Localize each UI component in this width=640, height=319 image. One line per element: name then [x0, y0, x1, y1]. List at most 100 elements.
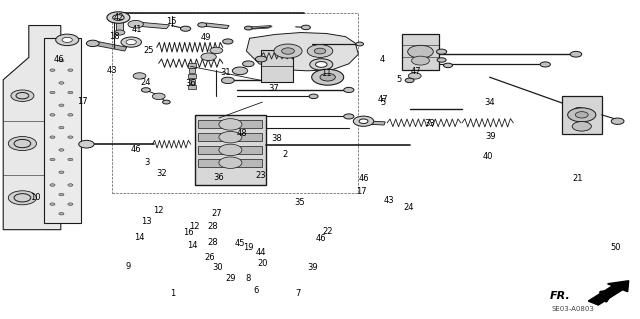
Text: 14: 14 [134, 233, 145, 242]
Circle shape [68, 69, 73, 71]
Circle shape [344, 87, 354, 93]
Bar [198, 133, 262, 141]
Text: 33: 33 [425, 119, 435, 128]
Text: 15: 15 [166, 17, 177, 26]
Circle shape [572, 122, 591, 131]
Text: 26: 26 [205, 253, 215, 262]
Text: 21: 21 [572, 174, 582, 183]
Circle shape [244, 26, 252, 30]
Circle shape [59, 59, 64, 62]
Circle shape [282, 48, 294, 54]
Circle shape [356, 42, 364, 46]
Text: 14: 14 [187, 241, 197, 250]
Bar [44, 38, 81, 223]
Circle shape [8, 137, 36, 151]
Text: 28: 28 [207, 238, 218, 247]
Circle shape [50, 158, 55, 161]
Circle shape [198, 23, 207, 27]
Text: 45: 45 [235, 239, 245, 248]
Polygon shape [95, 41, 127, 51]
Text: 24: 24 [403, 203, 413, 212]
Circle shape [50, 69, 55, 71]
Text: 43: 43 [384, 196, 394, 205]
Circle shape [68, 114, 73, 116]
Text: 32: 32 [156, 169, 166, 178]
Circle shape [8, 191, 36, 205]
Text: 47: 47 [411, 67, 421, 76]
Circle shape [107, 12, 130, 23]
Circle shape [408, 45, 433, 58]
Text: 46: 46 [358, 174, 369, 182]
Polygon shape [248, 26, 271, 29]
Circle shape [163, 100, 170, 104]
Circle shape [301, 25, 310, 30]
Bar [188, 85, 196, 89]
Circle shape [180, 26, 191, 31]
Circle shape [56, 34, 79, 46]
Circle shape [316, 62, 327, 67]
Text: 31: 31 [220, 68, 230, 77]
Text: 20: 20 [257, 259, 268, 268]
Text: 46: 46 [131, 145, 141, 154]
Circle shape [133, 73, 146, 79]
Circle shape [79, 140, 94, 148]
Text: 36: 36 [214, 173, 224, 182]
Circle shape [68, 91, 73, 94]
Text: 27: 27 [211, 209, 221, 218]
Text: 38: 38 [271, 134, 282, 143]
Text: 50: 50 [611, 243, 621, 252]
Text: 41: 41 [132, 25, 142, 34]
Text: 24: 24 [141, 78, 151, 87]
Text: 13: 13 [141, 217, 151, 226]
Text: 7: 7 [295, 289, 300, 298]
Text: 11: 11 [321, 69, 332, 78]
Polygon shape [246, 33, 358, 71]
Bar [402, 34, 439, 70]
Circle shape [309, 94, 318, 99]
Text: 46: 46 [54, 56, 64, 64]
Circle shape [121, 37, 141, 47]
Circle shape [344, 114, 354, 119]
Bar [188, 74, 196, 78]
Text: 8: 8 [246, 274, 251, 283]
Text: 49: 49 [201, 33, 211, 42]
Circle shape [570, 51, 582, 57]
Bar [116, 19, 123, 32]
Circle shape [210, 47, 223, 54]
Circle shape [219, 157, 242, 168]
Circle shape [68, 203, 73, 205]
Circle shape [219, 144, 242, 156]
Text: 43: 43 [107, 66, 117, 75]
Text: 36: 36 [186, 79, 196, 88]
Text: SE03-A0803: SE03-A0803 [552, 306, 595, 312]
Circle shape [219, 131, 242, 143]
Text: 40: 40 [483, 152, 493, 161]
Text: 17: 17 [77, 97, 87, 106]
Text: 42: 42 [113, 13, 124, 22]
Text: 5: 5 [380, 98, 385, 107]
Polygon shape [204, 23, 229, 29]
Circle shape [255, 56, 267, 62]
Circle shape [115, 30, 125, 35]
Circle shape [50, 114, 55, 116]
Circle shape [59, 171, 64, 174]
Text: 39: 39 [307, 263, 317, 272]
Circle shape [444, 63, 452, 68]
Circle shape [568, 108, 596, 122]
Circle shape [59, 104, 64, 107]
Circle shape [575, 112, 588, 118]
Circle shape [223, 39, 233, 44]
Text: 37: 37 [269, 84, 279, 93]
Circle shape [221, 77, 234, 84]
Text: 12: 12 [189, 222, 200, 231]
Text: 17: 17 [356, 187, 366, 196]
Circle shape [62, 37, 72, 42]
Bar [198, 159, 262, 167]
Circle shape [310, 59, 333, 70]
Polygon shape [195, 115, 266, 185]
Circle shape [50, 203, 55, 205]
Text: 35: 35 [294, 198, 305, 207]
Bar [189, 79, 195, 84]
Circle shape [611, 118, 624, 124]
Circle shape [59, 82, 64, 84]
